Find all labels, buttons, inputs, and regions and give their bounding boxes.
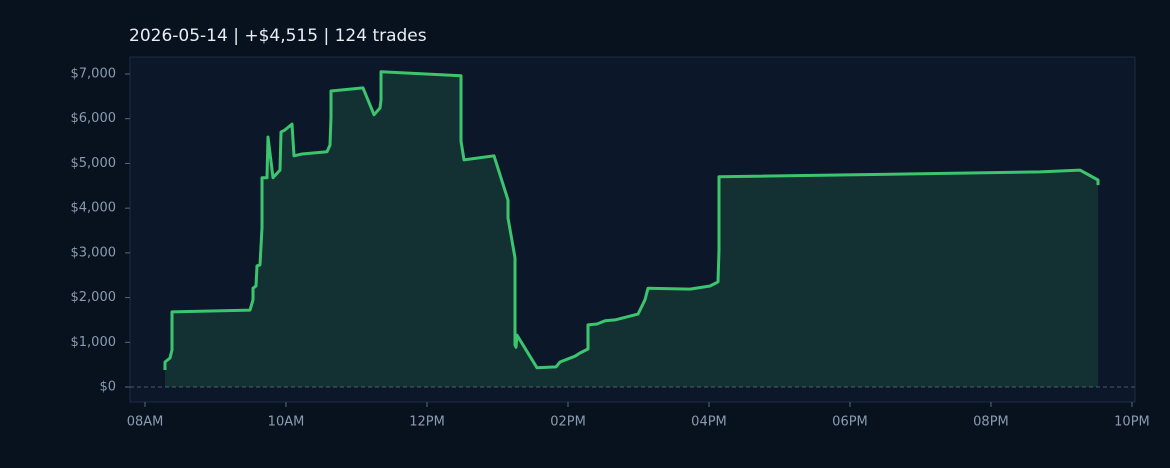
x-tick-label: 06PM [832, 415, 868, 430]
y-tick-label: $0 [99, 380, 116, 395]
x-tick-label: 10AM [268, 415, 305, 430]
y-tick-label: $5,000 [71, 156, 117, 171]
y-tick-label: $6,000 [71, 111, 117, 126]
y-tick-label: $7,000 [71, 66, 117, 81]
x-tick-label: 02PM [550, 415, 586, 430]
y-tick-label: $2,000 [71, 290, 117, 305]
y-tick-label: $3,000 [71, 245, 117, 260]
x-tick-label: 12PM [409, 415, 445, 430]
area-fill [165, 71, 1098, 388]
y-tick-label: $4,000 [71, 201, 117, 216]
x-tick-label: 04PM [691, 415, 727, 430]
x-tick-label: 10PM [1114, 415, 1150, 430]
chart-title: 2026-05-14 | +$4,515 | 124 trades [129, 26, 427, 46]
x-tick-label: 08PM [973, 415, 1009, 430]
pnl-line [163, 70, 1100, 370]
y-tick-label: $1,000 [71, 335, 117, 350]
plot-area [129, 56, 1136, 403]
x-tick-label: 08AM [127, 415, 164, 430]
